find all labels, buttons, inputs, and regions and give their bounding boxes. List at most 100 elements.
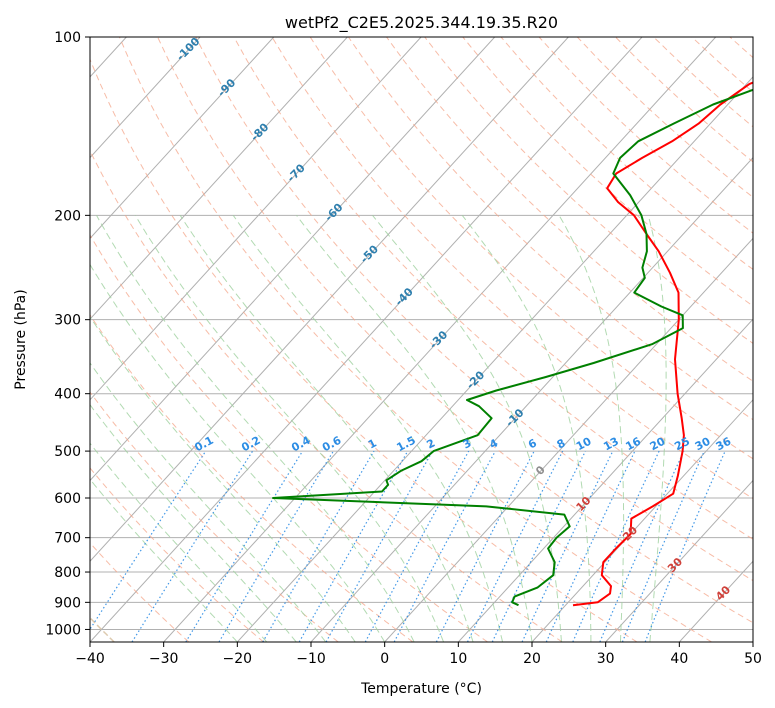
moist-adiabat-line xyxy=(134,215,445,642)
y-tick-label: 200 xyxy=(54,208,81,224)
temperature-line xyxy=(572,81,753,607)
dry-adiabat-line xyxy=(271,37,753,500)
y-tick-label: 900 xyxy=(54,595,81,611)
moist-adiabat-line xyxy=(90,442,268,642)
mixing-ratio-label: 36 xyxy=(714,435,734,454)
y-axis-label: Pressure (hPa) xyxy=(13,289,29,389)
x-tick-label: 30 xyxy=(597,651,615,667)
x-tick-label: −20 xyxy=(223,651,253,667)
dry-adiabat-line xyxy=(347,37,753,421)
mixing-ratio-label: 10 xyxy=(574,434,594,453)
dry-adiabat-line xyxy=(118,37,712,642)
dry-adiabat-line xyxy=(90,467,264,642)
dry-adiabat-line xyxy=(309,37,753,460)
mixing-ratio-line xyxy=(185,450,304,642)
dry-adiabat-line xyxy=(691,37,753,93)
mixing-ratio-label: 20 xyxy=(648,434,668,453)
moist-adiabat-line xyxy=(90,263,386,642)
isotherm-line xyxy=(90,37,275,240)
dewpoint-line xyxy=(272,88,753,607)
moist-adiabat-line xyxy=(179,215,474,642)
dry-adiabat-line xyxy=(233,37,753,540)
dry-adiabat-line xyxy=(90,391,339,642)
dry-adiabat-line xyxy=(538,37,753,234)
y-tick-label: 100 xyxy=(54,30,81,46)
mixing-ratio-line xyxy=(466,450,564,642)
y-tick-label: 600 xyxy=(54,491,81,507)
isotherm-line xyxy=(752,641,753,642)
dry-adiabat-line xyxy=(386,37,753,382)
mixing-ratio-label: 16 xyxy=(623,435,643,454)
moist-adiabat-line xyxy=(232,215,503,642)
mixing-ratio-line xyxy=(621,450,705,642)
background-lines xyxy=(90,37,753,642)
moist-adiabat-line xyxy=(90,315,356,642)
mixing-ratio-line xyxy=(599,450,685,642)
moist-adiabat-line xyxy=(96,215,415,642)
dry-adiabat-line xyxy=(90,234,488,642)
y-tick-label: 500 xyxy=(54,444,81,460)
isotherm-line xyxy=(457,318,753,642)
mixing-ratio-label: 3 xyxy=(461,436,474,451)
isotherm-line xyxy=(90,37,348,320)
mixing-ratio-line xyxy=(572,450,660,642)
mixing-ratio-line xyxy=(325,450,434,642)
y-axis-ticks: 100 200 300 400 500 600 700 800 900 1000 xyxy=(45,30,90,638)
profile-lines xyxy=(272,81,753,607)
moist-adiabat-line xyxy=(647,215,667,642)
x-tick-label: −40 xyxy=(75,651,105,667)
dry-adiabat-line xyxy=(729,37,753,59)
mixing-ratio-labels: 0.1 0.2 0.4 0.6 1 1.5 2 3 4 6 8 10 13 16 20 25 30 36 xyxy=(192,434,733,455)
isotherm-line xyxy=(90,37,569,563)
dry-adiabat-line xyxy=(90,58,638,642)
isotherm-line xyxy=(236,76,753,642)
dry-adiabat-line xyxy=(615,37,753,163)
dry-adiabat-line xyxy=(157,37,753,624)
x-tick-label: 20 xyxy=(523,651,541,667)
x-tick-label: −10 xyxy=(296,651,326,667)
mixing-ratio-label: 13 xyxy=(601,435,621,454)
isotherm-line xyxy=(90,37,496,482)
x-tick-label: 0 xyxy=(380,651,389,667)
dry-adiabat-line xyxy=(90,542,190,642)
x-tick-label: 40 xyxy=(670,651,688,667)
moist-adiabat-line xyxy=(461,214,592,642)
mixing-ratio-line xyxy=(131,450,254,642)
dry-adiabat-line xyxy=(462,37,753,307)
mixing-ratio-label: 30 xyxy=(693,435,713,454)
mixing-ratio-label: 4 xyxy=(487,436,500,451)
mixing-ratio-line xyxy=(393,450,496,642)
x-tick-label: −30 xyxy=(149,651,179,667)
isotherm-line xyxy=(163,37,717,642)
mixing-ratio-label: 25 xyxy=(672,435,692,454)
dry-adiabat-line xyxy=(195,37,753,582)
y-tick-label: 400 xyxy=(54,387,81,403)
moist-adiabat-line xyxy=(90,478,238,642)
moist-adiabat-line xyxy=(558,215,625,642)
y-tick-label: 800 xyxy=(54,565,81,581)
mixing-ratio-line xyxy=(521,450,614,642)
y-tick-label: 1000 xyxy=(45,622,81,638)
y-tick-label: 700 xyxy=(54,531,81,547)
mixing-ratio-line xyxy=(364,450,470,642)
dry-adiabat-line xyxy=(90,313,414,642)
plot-frame xyxy=(89,36,754,643)
mixing-ratio-line xyxy=(218,450,334,642)
dry-adiabat-line xyxy=(90,149,563,642)
y-tick-label: 300 xyxy=(54,313,81,329)
isotherm-line xyxy=(90,37,201,159)
dry-adiabat-line xyxy=(653,37,753,128)
isotherm-line xyxy=(531,399,753,642)
mixing-ratio-line xyxy=(491,450,586,642)
isotherm-line xyxy=(605,479,753,642)
mixing-ratio-line xyxy=(644,450,726,642)
isotherm-line xyxy=(90,37,643,642)
mixing-ratio-label: 6 xyxy=(526,436,539,451)
mixing-ratio-label: 2 xyxy=(424,436,437,451)
moist-adiabat-line xyxy=(90,362,327,642)
isotherm-line xyxy=(90,37,422,401)
chart-title: wetPf2_C2E5.2025.344.19.35.R20 xyxy=(285,13,558,33)
x-axis-ticks: −40 −30 −20 −10 0 10 20 30 40 50 xyxy=(75,642,762,667)
